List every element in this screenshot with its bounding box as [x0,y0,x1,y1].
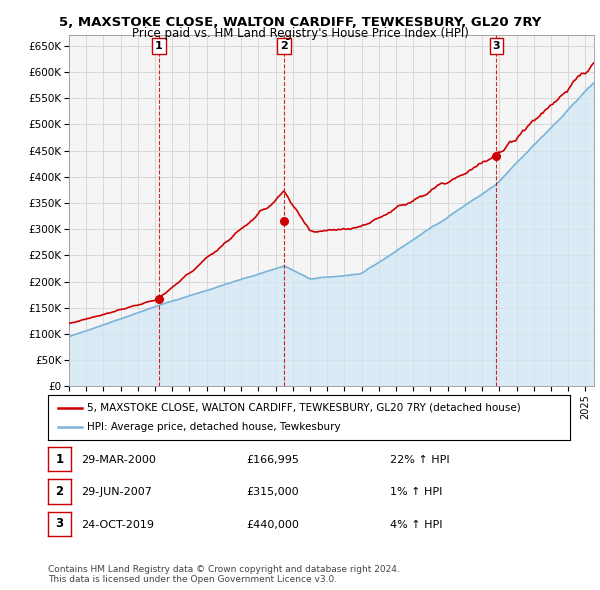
Text: 5, MAXSTOKE CLOSE, WALTON CARDIFF, TEWKESBURY, GL20 7RY: 5, MAXSTOKE CLOSE, WALTON CARDIFF, TEWKE… [59,16,541,29]
Text: 4% ↑ HPI: 4% ↑ HPI [390,520,443,529]
Text: 2: 2 [55,485,64,498]
Text: 3: 3 [493,41,500,51]
Text: 24-OCT-2019: 24-OCT-2019 [81,520,154,529]
Text: 3: 3 [55,517,64,530]
Text: HPI: Average price, detached house, Tewkesbury: HPI: Average price, detached house, Tewk… [87,422,341,432]
Text: Price paid vs. HM Land Registry's House Price Index (HPI): Price paid vs. HM Land Registry's House … [131,27,469,40]
Text: 2: 2 [280,41,288,51]
Text: 29-JUN-2007: 29-JUN-2007 [81,487,152,497]
Text: 1: 1 [155,41,163,51]
Text: £440,000: £440,000 [246,520,299,529]
Text: Contains HM Land Registry data © Crown copyright and database right 2024.
This d: Contains HM Land Registry data © Crown c… [48,565,400,584]
Text: 5, MAXSTOKE CLOSE, WALTON CARDIFF, TEWKESBURY, GL20 7RY (detached house): 5, MAXSTOKE CLOSE, WALTON CARDIFF, TEWKE… [87,403,521,412]
Text: £315,000: £315,000 [246,487,299,497]
Text: 22% ↑ HPI: 22% ↑ HPI [390,455,449,464]
Text: 1% ↑ HPI: 1% ↑ HPI [390,487,442,497]
Text: 1: 1 [55,453,64,466]
Text: £166,995: £166,995 [246,455,299,464]
Text: 29-MAR-2000: 29-MAR-2000 [81,455,156,464]
